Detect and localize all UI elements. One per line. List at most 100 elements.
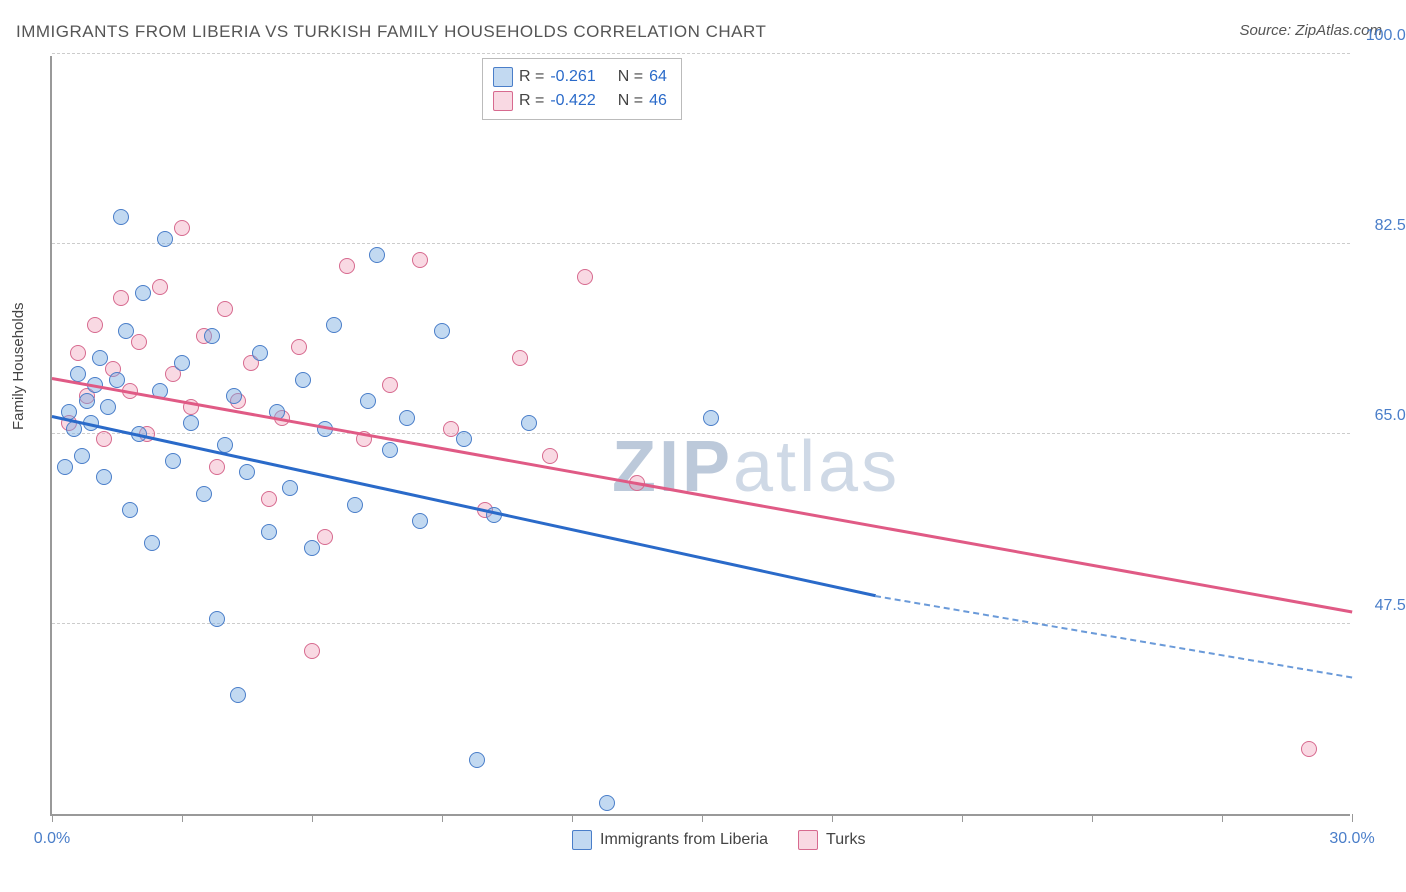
data-point (512, 350, 528, 366)
data-point (118, 323, 134, 339)
data-point (144, 535, 160, 551)
data-point (252, 345, 268, 361)
x-tick-label: 30.0% (1329, 830, 1374, 848)
plot-area: ZIPatlas R = -0.261 N = 64 R = -0.422 N … (50, 56, 1350, 816)
data-point (135, 285, 151, 301)
n-label: N = (618, 68, 643, 86)
swatch-blue-icon (493, 67, 513, 87)
data-point (469, 752, 485, 768)
data-point (360, 393, 376, 409)
data-point (339, 258, 355, 274)
data-point (96, 469, 112, 485)
data-point (542, 448, 558, 464)
data-point (326, 317, 342, 333)
data-point (456, 431, 472, 447)
data-point (226, 388, 242, 404)
data-point (434, 323, 450, 339)
data-point (70, 345, 86, 361)
data-point (165, 453, 181, 469)
data-point (96, 431, 112, 447)
x-tick (962, 814, 963, 822)
data-point (261, 524, 277, 540)
y-axis-label: Family Households (10, 302, 27, 430)
data-point (317, 529, 333, 545)
x-tick (1092, 814, 1093, 822)
data-point (521, 415, 537, 431)
legend-item-pink: Turks (798, 830, 865, 850)
data-point (74, 448, 90, 464)
x-tick (312, 814, 313, 822)
legend-item-blue: Immigrants from Liberia (572, 830, 768, 850)
r-value-blue: -0.261 (550, 68, 595, 86)
data-point (217, 301, 233, 317)
trend-line-extrapolated (875, 595, 1352, 678)
data-point (87, 317, 103, 333)
data-point (1301, 741, 1317, 757)
r-value-pink: -0.422 (550, 92, 595, 110)
data-point (113, 209, 129, 225)
grid-line (52, 433, 1350, 434)
data-point (100, 399, 116, 415)
data-point (577, 269, 593, 285)
data-point (230, 687, 246, 703)
data-point (412, 252, 428, 268)
data-point (122, 502, 138, 518)
data-point (599, 795, 615, 811)
data-point (174, 220, 190, 236)
grid-line (52, 53, 1350, 54)
data-point (703, 410, 719, 426)
correlation-stats-box: R = -0.261 N = 64 R = -0.422 N = 46 (482, 58, 682, 120)
y-tick-label: 65.0% (1360, 407, 1406, 425)
data-point (304, 540, 320, 556)
data-point (109, 372, 125, 388)
data-point (347, 497, 363, 513)
data-point (174, 355, 190, 371)
data-point (209, 459, 225, 475)
data-point (157, 231, 173, 247)
watermark: ZIPatlas (612, 426, 900, 508)
grid-line (52, 623, 1350, 624)
data-point (282, 480, 298, 496)
data-point (152, 279, 168, 295)
data-point (412, 513, 428, 529)
watermark-atlas: atlas (733, 427, 900, 507)
data-point (79, 393, 95, 409)
x-tick (572, 814, 573, 822)
stats-row-pink: R = -0.422 N = 46 (493, 89, 667, 113)
data-point (295, 372, 311, 388)
n-value-pink: 46 (649, 92, 667, 110)
data-point (217, 437, 233, 453)
data-point (382, 377, 398, 393)
swatch-pink-icon (493, 91, 513, 111)
x-tick (832, 814, 833, 822)
data-point (369, 247, 385, 263)
legend-label-pink: Turks (826, 831, 865, 849)
r-label: R = (519, 92, 544, 110)
data-point (196, 486, 212, 502)
data-point (291, 339, 307, 355)
data-point (239, 464, 255, 480)
data-point (209, 611, 225, 627)
legend-label-blue: Immigrants from Liberia (600, 831, 768, 849)
data-point (57, 459, 73, 475)
data-point (261, 491, 277, 507)
n-label: N = (618, 92, 643, 110)
trend-line (52, 377, 1352, 613)
data-point (399, 410, 415, 426)
swatch-pink-icon (798, 830, 818, 850)
x-tick (182, 814, 183, 822)
grid-line (52, 243, 1350, 244)
x-tick (702, 814, 703, 822)
y-tick-label: 82.5% (1360, 217, 1406, 235)
chart-title: IMMIGRANTS FROM LIBERIA VS TURKISH FAMIL… (16, 22, 766, 42)
data-point (304, 643, 320, 659)
stats-row-blue: R = -0.261 N = 64 (493, 65, 667, 89)
y-tick-label: 47.5% (1360, 597, 1406, 615)
y-tick-label: 100.0% (1360, 27, 1406, 45)
x-tick-label: 0.0% (34, 830, 70, 848)
x-tick (442, 814, 443, 822)
data-point (92, 350, 108, 366)
bottom-legend: Immigrants from Liberia Turks (572, 830, 865, 850)
data-point (382, 442, 398, 458)
x-tick (52, 814, 53, 822)
